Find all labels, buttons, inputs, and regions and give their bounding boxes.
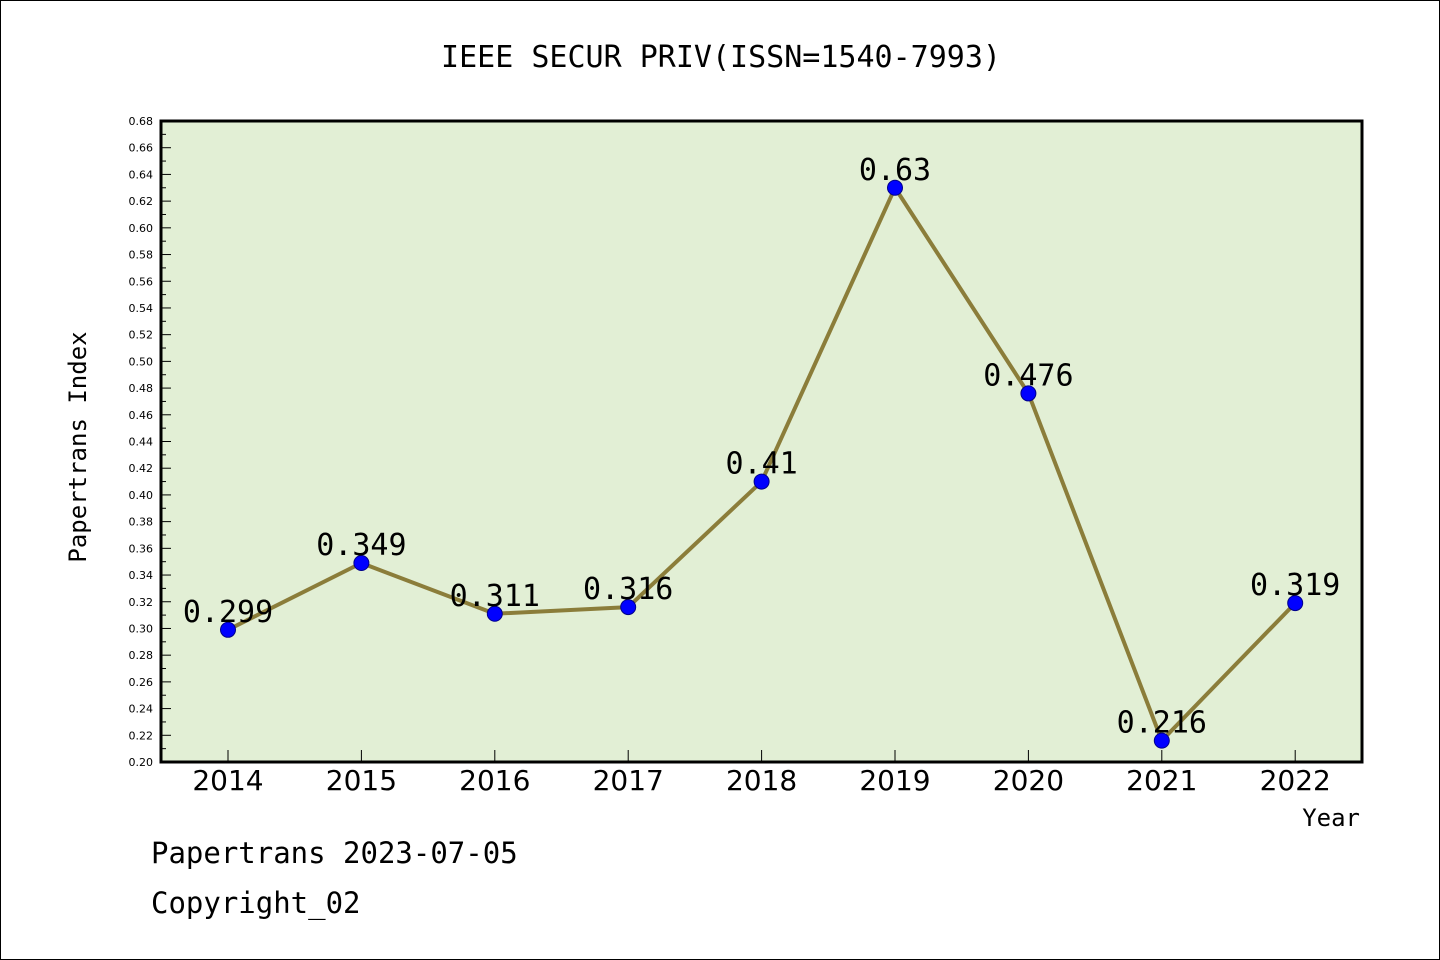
data-label: 0.41: [725, 447, 797, 482]
y-tick-label: 0.28: [129, 649, 154, 662]
data-label: 0.476: [983, 358, 1073, 393]
data-label: 0.216: [1117, 706, 1207, 741]
y-tick-label: 0.38: [129, 516, 154, 529]
data-label: 0.63: [859, 153, 931, 188]
data-point: [353, 555, 370, 572]
y-tick-label: 0.40: [129, 489, 154, 502]
y-tick-label: 0.32: [129, 596, 154, 609]
x-tick-label: 2020: [993, 764, 1064, 797]
y-tick-label: 0.56: [129, 275, 154, 288]
y-tick-label: 0.42: [129, 462, 154, 475]
data-point: [220, 621, 236, 638]
y-tick-label: 0.48: [129, 382, 154, 395]
data-points: [220, 179, 1304, 749]
y-tick-label: 0.60: [129, 222, 154, 235]
y-axis: 0.20 0.22 0.24 0.26 0.28 0.30 0.32 0.34 0.36 0.38…: [129, 115, 171, 769]
data-point: [753, 473, 770, 490]
y-tick-label: 0.54: [129, 302, 154, 315]
y-tick-label: 0.44: [129, 436, 154, 449]
x-tick-label: 2014: [192, 764, 263, 797]
x-tick-label: 2017: [593, 764, 664, 797]
y-tick-label: 0.52: [129, 329, 154, 342]
data-label: 0.299: [183, 595, 273, 630]
y-tick-label: 0.66: [129, 142, 154, 155]
chart-title: IEEE SECUR PRIV(ISSN=1540-7993): [441, 40, 1001, 75]
y-tick-label: 0.26: [129, 676, 154, 689]
x-axis-label: Year: [1302, 804, 1360, 832]
x-tick-label: 2015: [326, 764, 397, 797]
y-tick-label: 0.64: [129, 168, 154, 181]
y-tick-label: 0.34: [129, 569, 154, 582]
y-tick-label: 0.24: [129, 703, 154, 716]
y-tick-label: 0.22: [129, 729, 154, 742]
footer-date: Papertrans 2023-07-05: [151, 836, 518, 870]
y-tick-label: 0.20: [129, 756, 154, 769]
x-axis: 2014 2015 2016 2017 2018 2019 2020 2021 2022: [192, 750, 1331, 797]
data-point: [620, 599, 637, 616]
y-tick-label: 0.62: [129, 195, 154, 208]
data-label: 0.319: [1250, 568, 1340, 603]
x-tick-label: 2021: [1126, 764, 1197, 797]
footer-copyright: Copyright_02: [151, 886, 361, 920]
data-label: 0.349: [316, 528, 406, 563]
x-tick-label: 2019: [859, 764, 930, 797]
y-tick-label: 0.50: [129, 355, 154, 368]
y-tick-label: 0.46: [129, 409, 154, 422]
data-label: 0.316: [583, 572, 673, 607]
data-point: [486, 605, 503, 622]
data-point: [1020, 385, 1037, 402]
data-point: [1153, 732, 1170, 749]
y-tick-label: 0.36: [129, 542, 154, 555]
y-tick-label: 0.58: [129, 249, 154, 262]
y-tick-label: 0.30: [129, 622, 154, 635]
x-tick-label: 2022: [1260, 764, 1331, 797]
data-point: [1287, 595, 1304, 612]
y-axis-label: Papertrans Index: [64, 331, 92, 562]
plot-area: [161, 121, 1362, 762]
x-tick-label: 2018: [726, 764, 797, 797]
x-tick-label: 2016: [459, 764, 530, 797]
y-tick-label: 0.68: [129, 115, 154, 128]
data-labels: 0.299 0.349 0.311 0.316 0.41 0.63 0.476 0.216 0.…: [183, 153, 1341, 741]
data-point: [887, 179, 903, 196]
plot-border: [159, 119, 1364, 764]
data-label: 0.311: [450, 579, 540, 614]
